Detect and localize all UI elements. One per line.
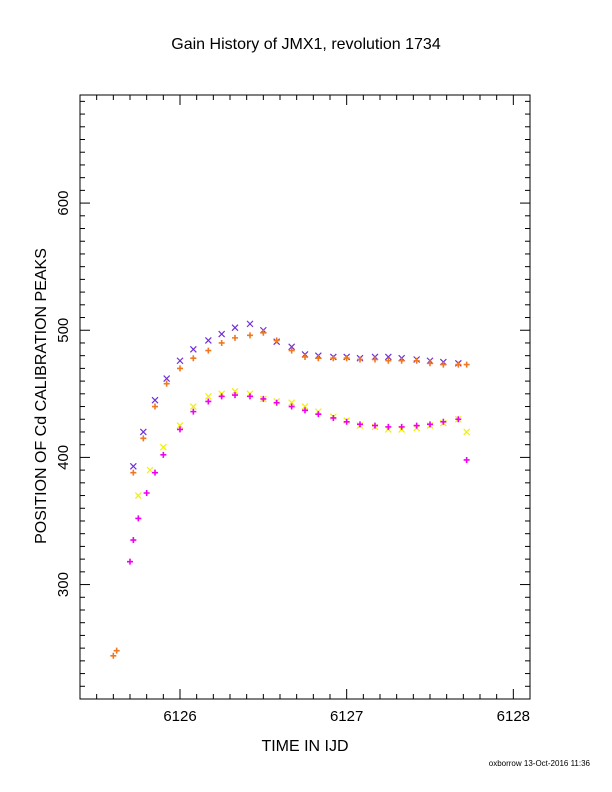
data-point <box>302 353 308 360</box>
data-point <box>413 422 420 429</box>
data-point <box>246 320 254 328</box>
x-tick-label: 6126 <box>163 708 196 725</box>
data-point <box>463 361 470 368</box>
data-point <box>190 355 197 362</box>
data-point <box>110 652 117 659</box>
data-point <box>189 345 197 353</box>
data-point <box>130 537 137 544</box>
data-point <box>463 428 471 436</box>
data-point <box>260 329 267 336</box>
x-axis-label: TIME IN IJD <box>261 738 349 755</box>
data-point <box>218 393 225 400</box>
data-point <box>159 443 167 451</box>
data-point <box>273 337 280 344</box>
data-point <box>139 428 147 436</box>
data-point <box>151 396 159 404</box>
data-point <box>343 355 350 362</box>
data-point <box>357 421 363 428</box>
data-point <box>152 469 158 476</box>
data-point <box>273 399 280 406</box>
plot-frame <box>79 94 531 700</box>
data-point <box>288 347 295 354</box>
data-point <box>140 435 147 442</box>
data-point <box>204 392 212 400</box>
data-point <box>427 421 433 428</box>
data-point <box>160 451 167 458</box>
data-point <box>247 393 253 400</box>
x-tick-label: 6128 <box>497 708 530 725</box>
data-point <box>385 357 392 364</box>
data-point <box>302 407 308 414</box>
series-3 <box>134 387 471 499</box>
data-point <box>152 403 158 410</box>
data-point <box>218 339 225 346</box>
data-point <box>163 375 171 382</box>
data-point <box>113 647 120 654</box>
data-point <box>247 332 253 339</box>
data-point <box>135 515 142 522</box>
series-4 <box>127 392 470 565</box>
data-point <box>176 422 184 430</box>
data-point <box>440 418 447 425</box>
data-point <box>440 361 447 368</box>
data-point <box>384 353 392 361</box>
data-point <box>177 426 183 433</box>
x-tick-label: 6127 <box>330 708 363 725</box>
data-point <box>330 414 337 421</box>
data-point <box>288 343 296 351</box>
data-point <box>177 365 183 372</box>
data-point <box>232 392 238 399</box>
data-point <box>330 355 337 362</box>
data-point <box>260 395 267 402</box>
data-point <box>288 403 295 410</box>
data-point <box>372 356 378 363</box>
data-point <box>205 347 212 354</box>
data-point <box>204 336 212 344</box>
data-point <box>398 357 405 364</box>
y-tick-label: 400 <box>55 445 72 470</box>
series-2 <box>110 329 470 659</box>
y-tick-label: 500 <box>55 318 72 343</box>
series-1 <box>129 320 462 470</box>
data-point <box>130 469 137 476</box>
data-point <box>218 330 226 338</box>
data-point <box>288 399 296 407</box>
data-point <box>463 456 470 463</box>
data-point <box>455 416 462 423</box>
data-point <box>315 411 322 418</box>
data-point <box>190 408 197 415</box>
y-tick-label: 600 <box>55 191 72 216</box>
data-point <box>455 361 462 368</box>
footer-stamp: oxborrow 13-Oct-2016 11:36 <box>488 759 590 768</box>
data-point <box>315 355 322 362</box>
data-marks <box>110 320 471 659</box>
data-point <box>163 380 170 387</box>
data-point <box>231 324 239 332</box>
data-point <box>189 403 197 410</box>
data-point <box>176 357 184 365</box>
axis-ticks: 6126 6127 6128 300 400 500 600 <box>55 95 531 725</box>
data-point <box>301 403 309 410</box>
data-point <box>134 492 142 499</box>
data-point <box>232 334 238 341</box>
data-point <box>357 356 363 363</box>
data-point <box>127 558 133 565</box>
data-point <box>343 418 350 425</box>
data-point <box>205 398 212 405</box>
data-point <box>231 387 239 395</box>
data-point <box>372 422 378 429</box>
data-point <box>385 423 392 430</box>
data-point <box>398 423 405 430</box>
data-point <box>129 462 137 470</box>
chart-title: Gain History of JMX1, revolution 1734 <box>171 36 441 53</box>
y-tick-label: 300 <box>55 572 72 597</box>
data-point <box>427 360 433 367</box>
data-point <box>413 357 420 364</box>
data-point <box>143 490 150 497</box>
